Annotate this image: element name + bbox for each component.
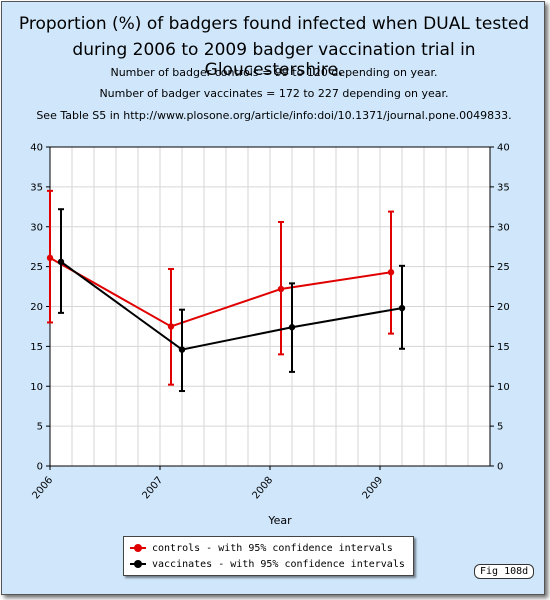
y-tick-label-right: 20 [497,302,510,313]
data-point-controls [387,269,395,276]
y-tick-label-right: 15 [497,342,510,353]
y-tick-label-right: 40 [497,143,510,154]
y-tick-label-left: 40 [30,143,43,154]
x-tick-label: 2007 [141,475,166,502]
y-tick-label-left: 0 [37,462,43,473]
y-tick-label-left: 5 [37,422,43,433]
y-tick-label-left: 25 [30,262,43,273]
x-tick-label: 2008 [251,475,276,502]
y-tick-label-left: 10 [30,382,43,393]
chart-title-line-2: during 2006 to 2009 badger vaccination t… [72,40,476,80]
y-tick-label-right: 5 [497,422,503,433]
subtitle-vaccinates: Number of badger vaccinates = 172 to 227… [99,87,449,100]
y-tick-label-right: 35 [497,182,510,193]
data-point-controls [46,254,54,262]
legend-label-controls: controls - with 95% confidence intervals [152,542,393,554]
subtitle-controls: Number of badger controls = 99 to 120 de… [110,66,438,79]
y-tick-label-left: 15 [30,342,43,353]
x-axis-label: Year [267,514,292,527]
series-line-controls [49,256,392,328]
legend-item-controls: controls - with 95% confidence intervals [130,541,393,555]
y-tick-label-left: 30 [30,222,43,233]
y-tick-label-left: 20 [30,302,43,313]
y-tick-label-left: 35 [30,182,43,193]
x-tick-label: 2006 [31,475,56,502]
y-tick-label-right: 25 [497,262,510,273]
x-tick-label: 2009 [361,475,386,502]
data-point-vaccinates [398,304,406,312]
legend: controls - with 95% confidence intervals… [123,536,414,576]
data-point-vaccinates [288,324,296,331]
subtitle-source: See Table S5 in http://www.plosone.org/a… [36,109,512,122]
y-tick-label-right: 30 [497,222,510,233]
legend-item-vaccinates: vaccinates - with 95% confidence interva… [130,557,405,571]
chart-frame: Proportion (%) of badgers found infected… [1,1,545,595]
legend-swatch-controls [130,543,146,553]
data-point-vaccinates [178,346,186,353]
series-line-vaccinates [60,261,403,351]
data-point-controls [277,285,285,293]
legend-label-vaccinates: vaccinates - with 95% confidence interva… [152,558,405,570]
chart-title: Proportion (%) of badgers found infected… [18,14,530,34]
line-chart: 0 0 5 5 10 10 15 15 20 20 25 25 30 30 35 35 40 40 2006 2007… [30,143,510,528]
y-tick-label-right: 10 [497,382,510,393]
legend-swatch-vaccinates [130,559,146,569]
figure-label-badge: Fig 108d [474,564,535,579]
y-tick-label-right: 0 [497,462,503,473]
data-point-controls [167,323,175,330]
data-point-vaccinates [57,258,65,266]
